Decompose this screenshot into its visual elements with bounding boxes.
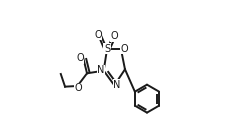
Text: O: O [76,53,83,63]
Text: O: O [74,83,81,93]
Text: S: S [104,44,110,54]
Text: O: O [110,31,118,41]
Text: N: N [112,80,120,90]
Text: O: O [94,30,101,40]
Text: O: O [120,44,128,54]
Text: N: N [97,65,104,75]
